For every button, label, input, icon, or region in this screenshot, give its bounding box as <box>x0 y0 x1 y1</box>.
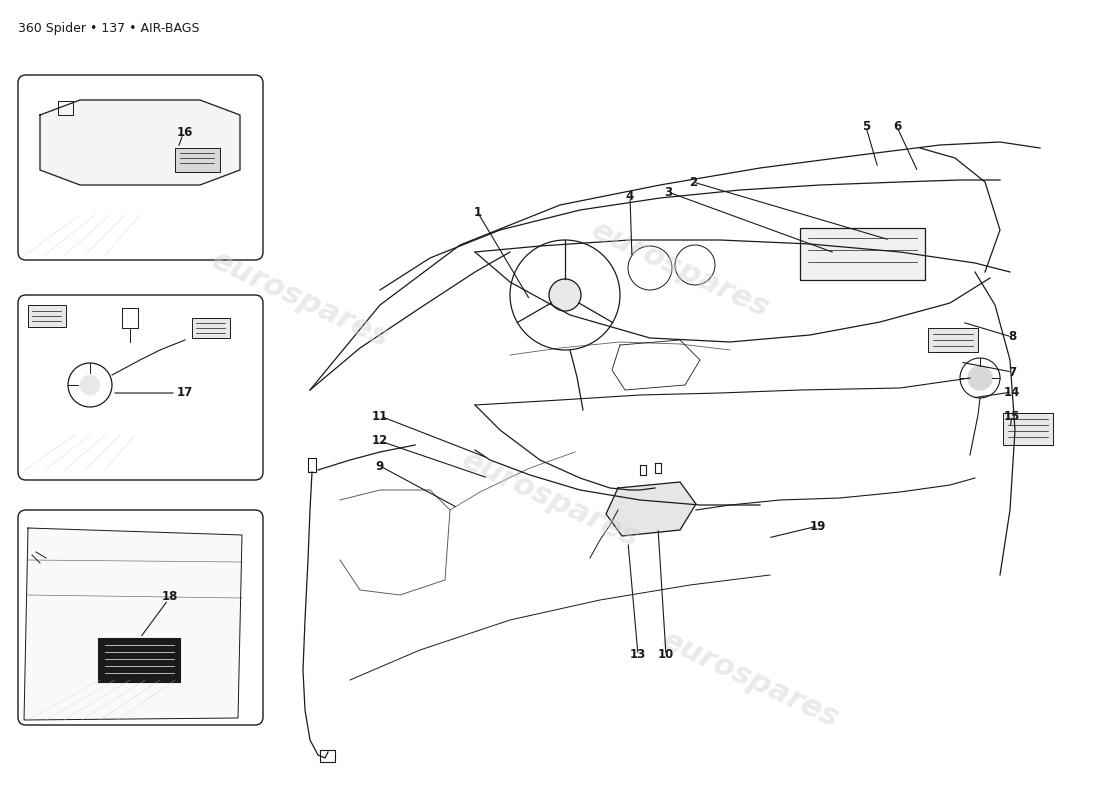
Text: 15: 15 <box>1004 410 1020 422</box>
Circle shape <box>549 279 581 311</box>
Text: 2: 2 <box>689 175 697 189</box>
Bar <box>28 305 66 327</box>
Polygon shape <box>606 482 696 536</box>
Text: 1: 1 <box>474 206 482 219</box>
Bar <box>800 228 925 280</box>
Text: 7: 7 <box>1008 366 1016 378</box>
Polygon shape <box>24 528 242 720</box>
Text: 12: 12 <box>372 434 388 447</box>
Text: 18: 18 <box>162 590 178 603</box>
Circle shape <box>968 366 992 390</box>
Polygon shape <box>40 100 240 185</box>
Text: 8: 8 <box>1008 330 1016 343</box>
Text: 16: 16 <box>177 126 194 139</box>
Text: 4: 4 <box>626 190 634 203</box>
Text: eurospares: eurospares <box>207 246 394 354</box>
Circle shape <box>80 375 100 395</box>
Bar <box>928 328 978 352</box>
Text: 9: 9 <box>376 459 384 473</box>
Text: 3: 3 <box>664 186 672 198</box>
Text: 14: 14 <box>1004 386 1020 398</box>
Text: eurospares: eurospares <box>657 626 844 734</box>
Bar <box>1003 413 1053 445</box>
Text: 11: 11 <box>372 410 388 422</box>
Text: eurospares: eurospares <box>586 216 773 324</box>
Text: 13: 13 <box>630 649 646 662</box>
Text: 17: 17 <box>177 386 194 399</box>
Text: 10: 10 <box>658 649 674 662</box>
Text: eurospares: eurospares <box>456 446 644 554</box>
Text: 19: 19 <box>810 519 826 533</box>
Bar <box>98 638 180 682</box>
Bar <box>192 318 230 338</box>
Bar <box>175 148 220 172</box>
Text: 6: 6 <box>893 121 901 134</box>
Text: 360 Spider • 137 • AIR-BAGS: 360 Spider • 137 • AIR-BAGS <box>18 22 199 35</box>
Text: 5: 5 <box>862 121 870 134</box>
